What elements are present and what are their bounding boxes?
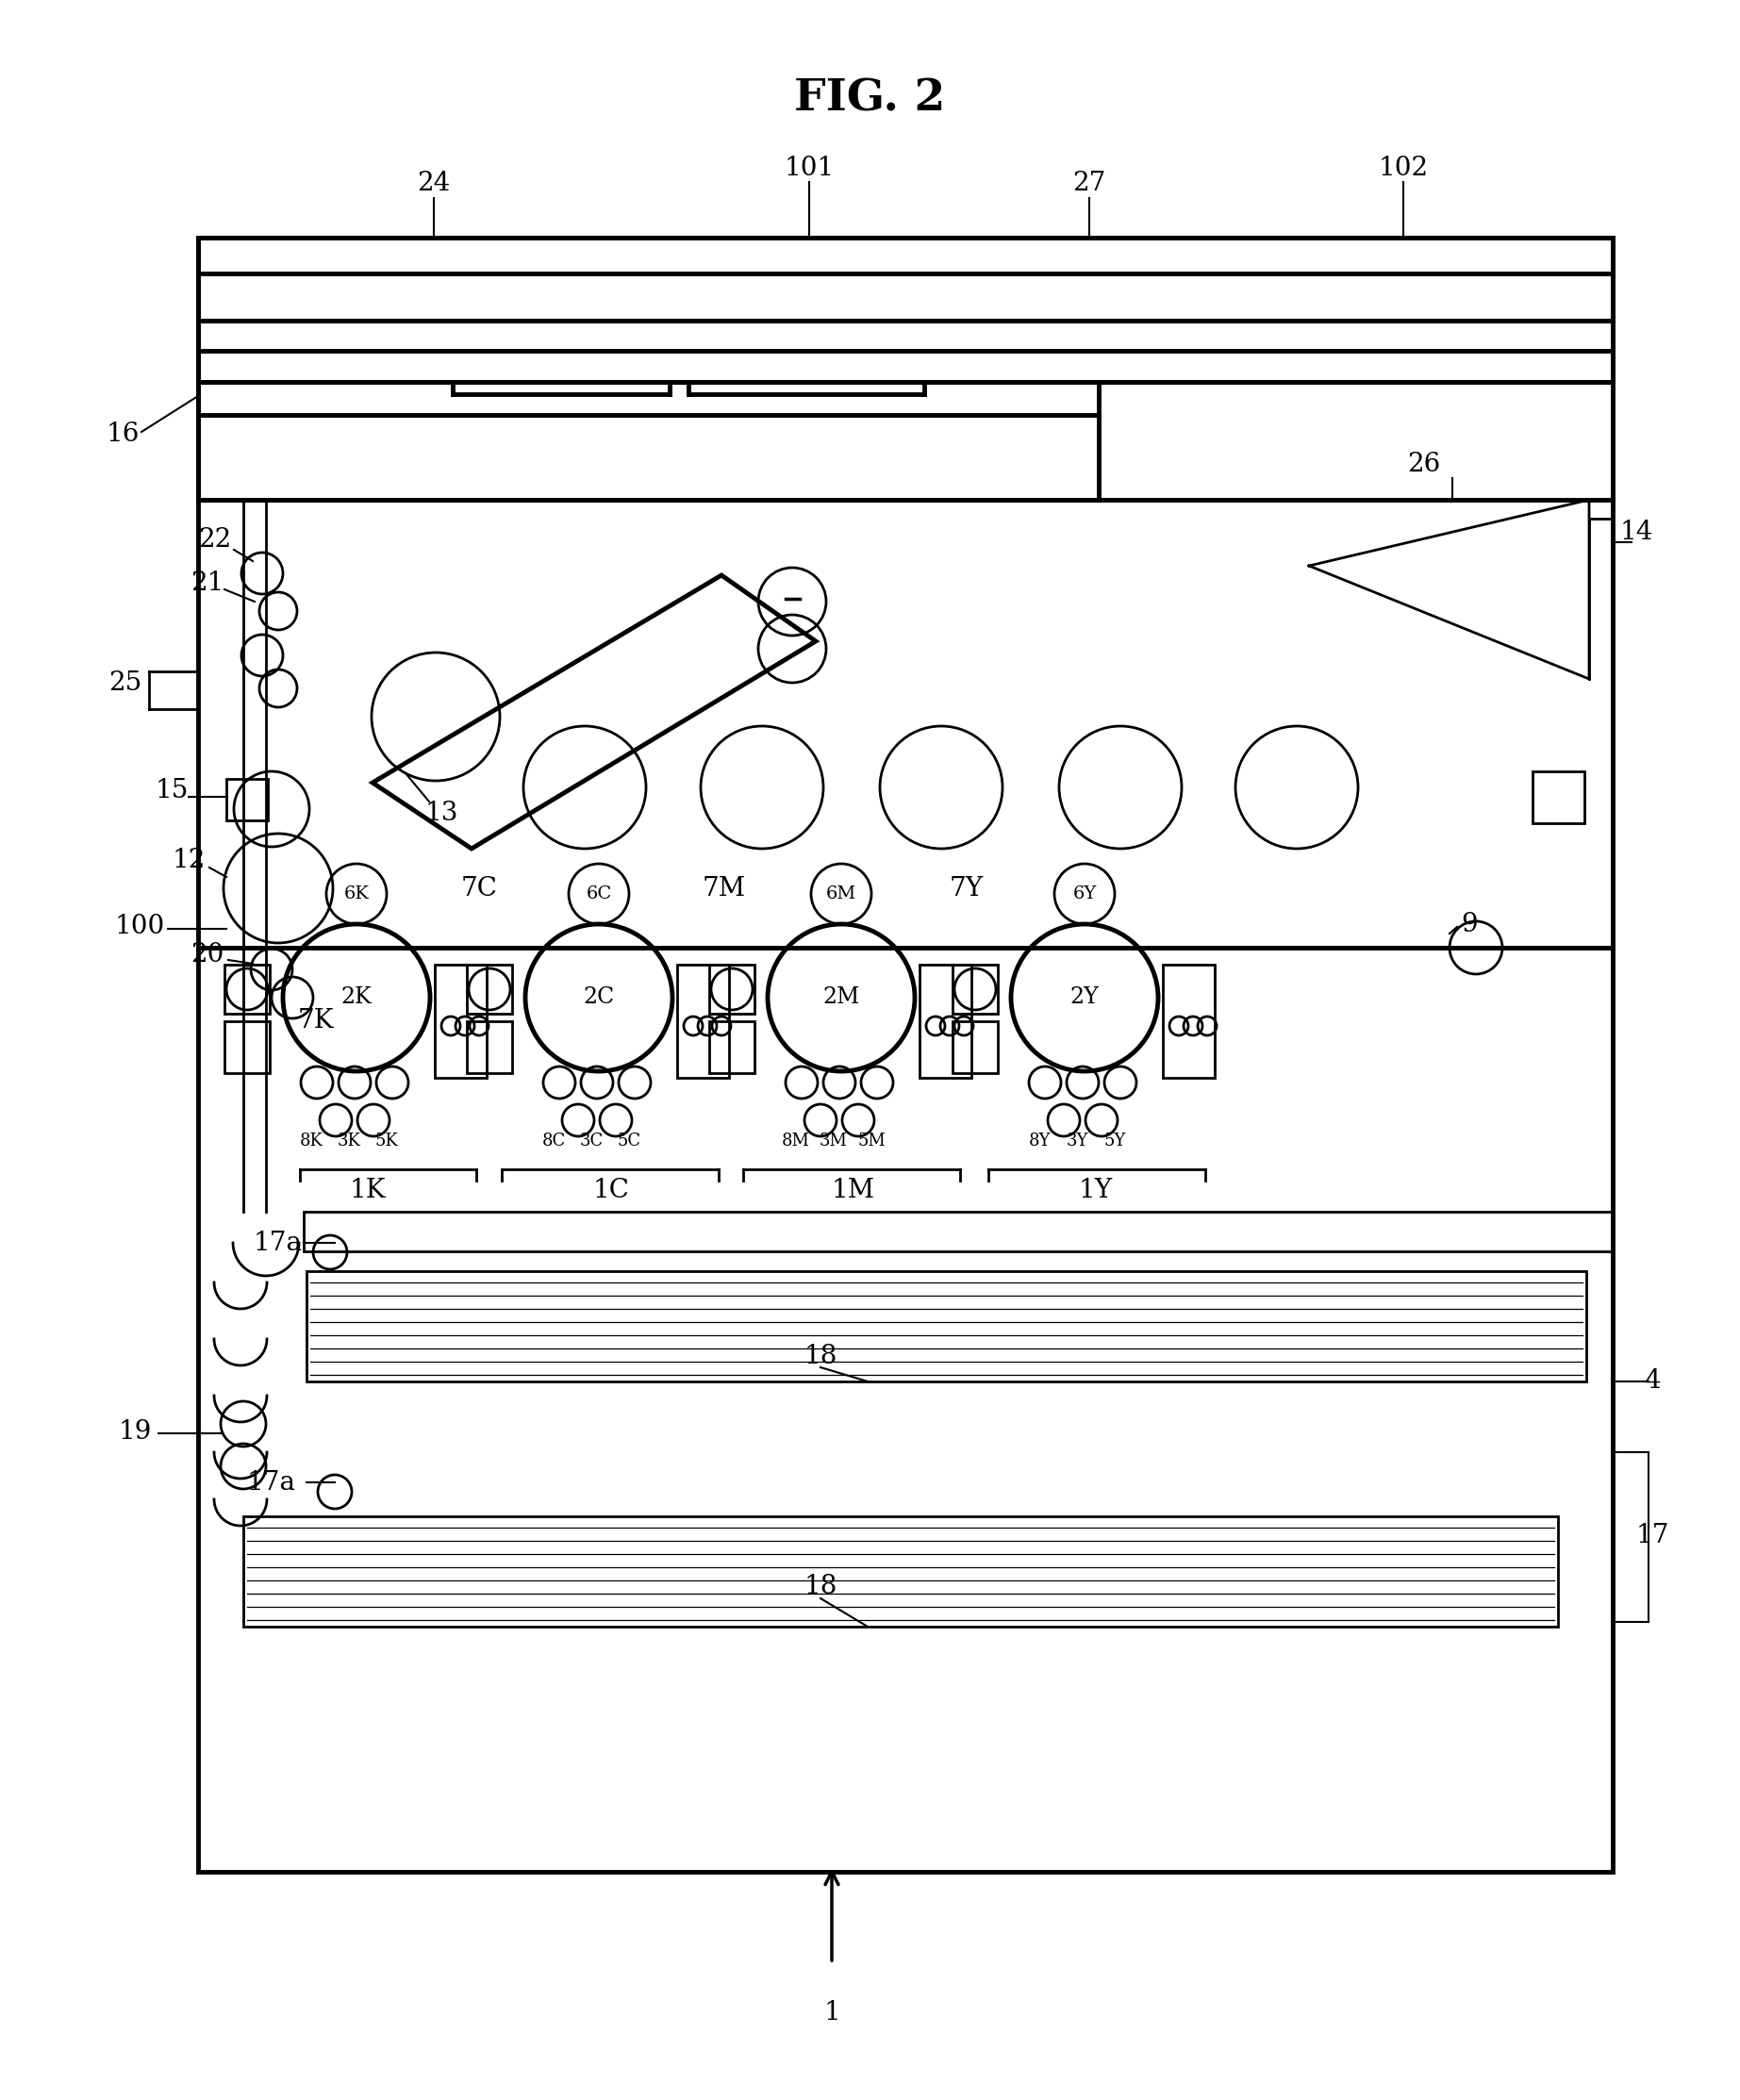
Text: 2K: 2K (341, 987, 372, 1008)
Text: 2M: 2M (823, 987, 860, 1008)
Bar (466, 964, 512, 1014)
Text: 12: 12 (172, 846, 205, 874)
Bar (952, 1021, 997, 1073)
Text: 8M: 8M (781, 1132, 811, 1149)
Text: 3M: 3M (820, 1132, 847, 1149)
Bar (224, 1021, 270, 1073)
Bar (224, 964, 270, 1014)
Bar (226, 779, 268, 821)
Text: 13: 13 (425, 800, 458, 825)
Bar (198, 321, 1613, 382)
Text: 8Y: 8Y (1028, 1132, 1051, 1149)
Text: 5Y: 5Y (1103, 1132, 1126, 1149)
Bar (1162, 964, 1215, 1077)
Bar (435, 964, 487, 1077)
Text: 1M: 1M (832, 1178, 875, 1203)
Text: 7M: 7M (703, 876, 746, 901)
Bar (198, 382, 1098, 500)
Text: 17: 17 (1636, 1522, 1669, 1548)
Text: 16: 16 (106, 420, 139, 447)
Text: 3Y: 3Y (1067, 1132, 1088, 1149)
Text: 21: 21 (191, 569, 224, 596)
Text: 101: 101 (785, 155, 833, 181)
Text: 1C: 1C (593, 1178, 630, 1203)
Text: 22: 22 (198, 527, 231, 552)
Text: 15: 15 (155, 777, 188, 802)
Text: 19: 19 (118, 1420, 151, 1445)
Text: 8K: 8K (299, 1132, 324, 1149)
Text: 100: 100 (115, 914, 165, 939)
Text: 1K: 1K (350, 1178, 386, 1203)
Bar (710, 964, 755, 1014)
Bar (466, 1021, 512, 1073)
Bar (952, 964, 997, 1014)
Bar (306, 1270, 1587, 1382)
Text: 3C: 3C (579, 1132, 604, 1149)
Text: 2Y: 2Y (1070, 987, 1100, 1008)
Bar (1533, 771, 1585, 823)
Text: FIG. 2: FIG. 2 (793, 78, 945, 120)
Text: 3K: 3K (338, 1132, 360, 1149)
Text: 17a: 17a (247, 1470, 296, 1495)
Bar (198, 237, 1613, 321)
Text: 9: 9 (1462, 911, 1477, 937)
Text: 6M: 6M (826, 886, 856, 903)
Bar (677, 964, 729, 1077)
Text: 4: 4 (1644, 1369, 1660, 1394)
Text: 6C: 6C (586, 886, 612, 903)
Text: 1: 1 (823, 2001, 840, 2027)
Text: 24: 24 (418, 170, 451, 197)
Text: 20: 20 (191, 941, 224, 966)
Text: 7K: 7K (298, 1008, 334, 1033)
Text: 102: 102 (1378, 155, 1429, 181)
Text: 18: 18 (804, 1573, 837, 1598)
Text: 6Y: 6Y (1072, 886, 1096, 903)
Bar (198, 237, 1613, 1871)
Text: 18: 18 (804, 1344, 837, 1369)
Text: 7Y: 7Y (950, 876, 983, 901)
Bar (919, 964, 971, 1077)
Bar (710, 1021, 755, 1073)
Text: 27: 27 (1072, 170, 1107, 197)
Text: 1Y: 1Y (1079, 1178, 1114, 1203)
Text: 14: 14 (1620, 521, 1653, 546)
Text: 5C: 5C (618, 1132, 640, 1149)
Text: 25: 25 (110, 670, 143, 697)
Text: 6K: 6K (345, 886, 369, 903)
Text: 17a: 17a (254, 1231, 303, 1256)
Text: 8C: 8C (541, 1132, 566, 1149)
Text: 7C: 7C (461, 876, 498, 901)
Text: 5M: 5M (858, 1132, 886, 1149)
Text: 2C: 2C (583, 987, 614, 1008)
Bar (304, 1212, 1613, 1252)
Text: 26: 26 (1408, 452, 1441, 477)
Bar (244, 1516, 1557, 1628)
Text: 5K: 5K (376, 1132, 398, 1149)
